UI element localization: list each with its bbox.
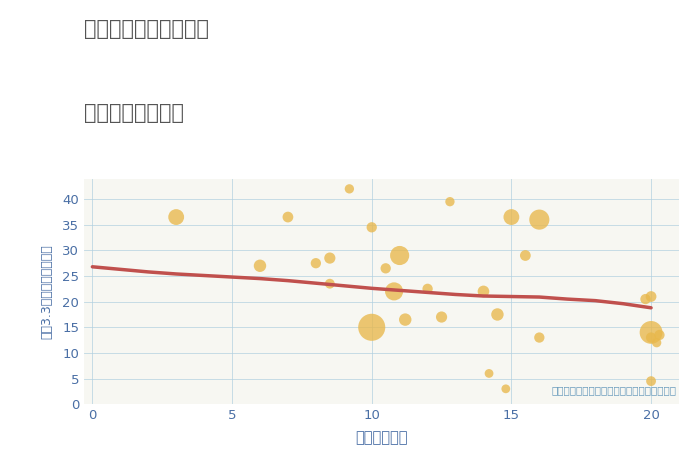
Text: 円の大きさは、取引のあった物件面積を示す: 円の大きさは、取引のあった物件面積を示す — [551, 385, 676, 395]
Point — [324, 254, 335, 262]
Point — [520, 252, 531, 259]
Point — [645, 377, 657, 385]
Point — [310, 259, 321, 267]
Point — [394, 252, 405, 259]
Point — [506, 213, 517, 221]
Point — [254, 262, 265, 269]
Point — [645, 334, 657, 341]
Point — [533, 334, 545, 341]
Point — [344, 185, 355, 193]
Point — [478, 288, 489, 295]
Point — [389, 288, 400, 295]
Text: 埼玉県熊谷市下川上の: 埼玉県熊谷市下川上の — [84, 19, 209, 39]
X-axis label: 駅距離（分）: 駅距離（分） — [355, 431, 407, 446]
Point — [500, 385, 512, 392]
Point — [484, 370, 495, 377]
Point — [645, 329, 657, 336]
Point — [533, 216, 545, 223]
Point — [651, 339, 662, 346]
Point — [380, 265, 391, 272]
Point — [640, 295, 651, 303]
Point — [171, 213, 182, 221]
Point — [645, 293, 657, 300]
Point — [366, 323, 377, 331]
Point — [324, 280, 335, 288]
Point — [444, 198, 456, 205]
Point — [654, 331, 665, 339]
Point — [282, 213, 293, 221]
Point — [492, 311, 503, 318]
Point — [366, 224, 377, 231]
Y-axis label: 坪（3.3㎡）単価（万円）: 坪（3.3㎡）単価（万円） — [41, 244, 54, 339]
Point — [400, 316, 411, 323]
Text: 駅距離別土地価格: 駅距離別土地価格 — [84, 103, 184, 124]
Point — [436, 313, 447, 321]
Point — [422, 285, 433, 293]
